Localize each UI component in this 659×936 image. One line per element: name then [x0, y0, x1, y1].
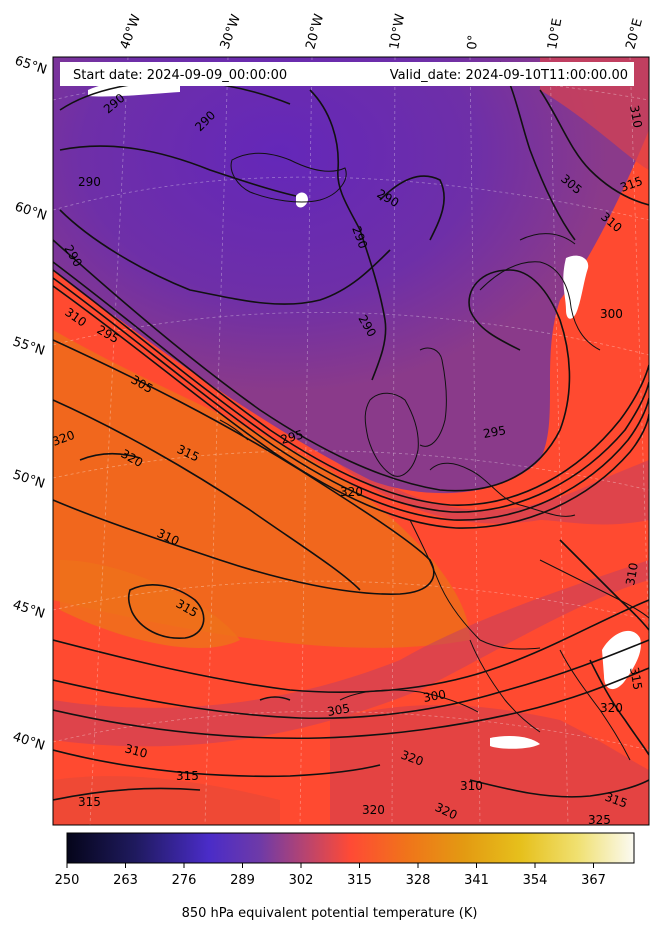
contour-label: 320 [600, 701, 623, 715]
contour-label: 300 [422, 687, 447, 705]
map-frame [52, 56, 650, 826]
colorbar-tick-label: 263 [113, 873, 138, 888]
colorbar [66, 832, 635, 864]
contour-label: 295 [482, 423, 507, 441]
latitude-label: 45°N [11, 598, 47, 622]
colorbar-tick-label: 302 [289, 873, 314, 888]
colorbar-label: 850 hPa equivalent potential temperature… [181, 906, 478, 921]
contour-label: 310 [123, 741, 149, 760]
longitude-label: 20°E [623, 17, 646, 51]
contour-label: 320 [340, 485, 363, 499]
colorbar-tick-label: 289 [230, 873, 255, 888]
latitude-label: 65°N [13, 54, 49, 78]
latitude-labels: 65°N 60°N 55°N 50°N 45°N 40°N [11, 54, 49, 754]
longitude-labels: 40°W 30°W 20°W 10°W 0° 10°E 20°E [118, 12, 646, 51]
contour-label: 315 [627, 666, 645, 691]
longitude-label: 10°E [545, 17, 565, 50]
colorbar-tick-label: 315 [347, 873, 372, 888]
longitude-label: 10°W [387, 13, 408, 51]
graticule [53, 57, 649, 825]
start-date-label: Start date: 2024-09-09_00:00:00 [73, 68, 287, 83]
longitude-label: 40°W [118, 12, 144, 51]
longitude-label: 20°W [303, 12, 327, 51]
colorbar-tick-label: 328 [406, 873, 431, 888]
contour-label: 320 [362, 803, 385, 817]
header-banner [60, 62, 634, 86]
coastlines [219, 152, 649, 761]
contour-label: 295 [279, 427, 305, 446]
contour-label: 310 [623, 562, 641, 587]
longitude-label: 30°W [218, 12, 244, 51]
contour-label: 305 [326, 701, 351, 719]
colorbar-tick-label: 367 [581, 873, 606, 888]
latitude-label: 50°N [11, 468, 47, 492]
contour-label: 310 [627, 104, 645, 129]
colorbar-ticks: 250 263 276 289 302 315 328 341 354 367 [55, 863, 606, 888]
latitude-label: 40°N [11, 730, 47, 754]
map-panel: 290 290 290 290 290 290 295 290 310 295 … [53, 57, 649, 827]
contour-labels: 290 290 290 290 290 290 295 290 310 295 … [53, 91, 645, 827]
colorbar-tick-label: 354 [523, 873, 548, 888]
contour-label: 325 [588, 813, 611, 827]
contour-label: 290 [78, 175, 101, 189]
latitude-label: 60°N [13, 200, 49, 224]
contour-label: 310 [460, 779, 483, 793]
colorbar-tick-label: 250 [55, 873, 80, 888]
longitude-label: 0° [465, 34, 481, 50]
contour-label: 315 [78, 795, 101, 809]
valid-date-label: Valid_date: 2024-09-10T11:00:00.00 [390, 68, 628, 83]
colorbar-tick-label: 341 [464, 873, 489, 888]
contours [53, 61, 649, 801]
latitude-label: 55°N [11, 335, 47, 359]
contour-label: 315 [176, 769, 199, 783]
contour-label: 300 [600, 307, 623, 321]
colorbar-tick-label: 276 [172, 873, 197, 888]
